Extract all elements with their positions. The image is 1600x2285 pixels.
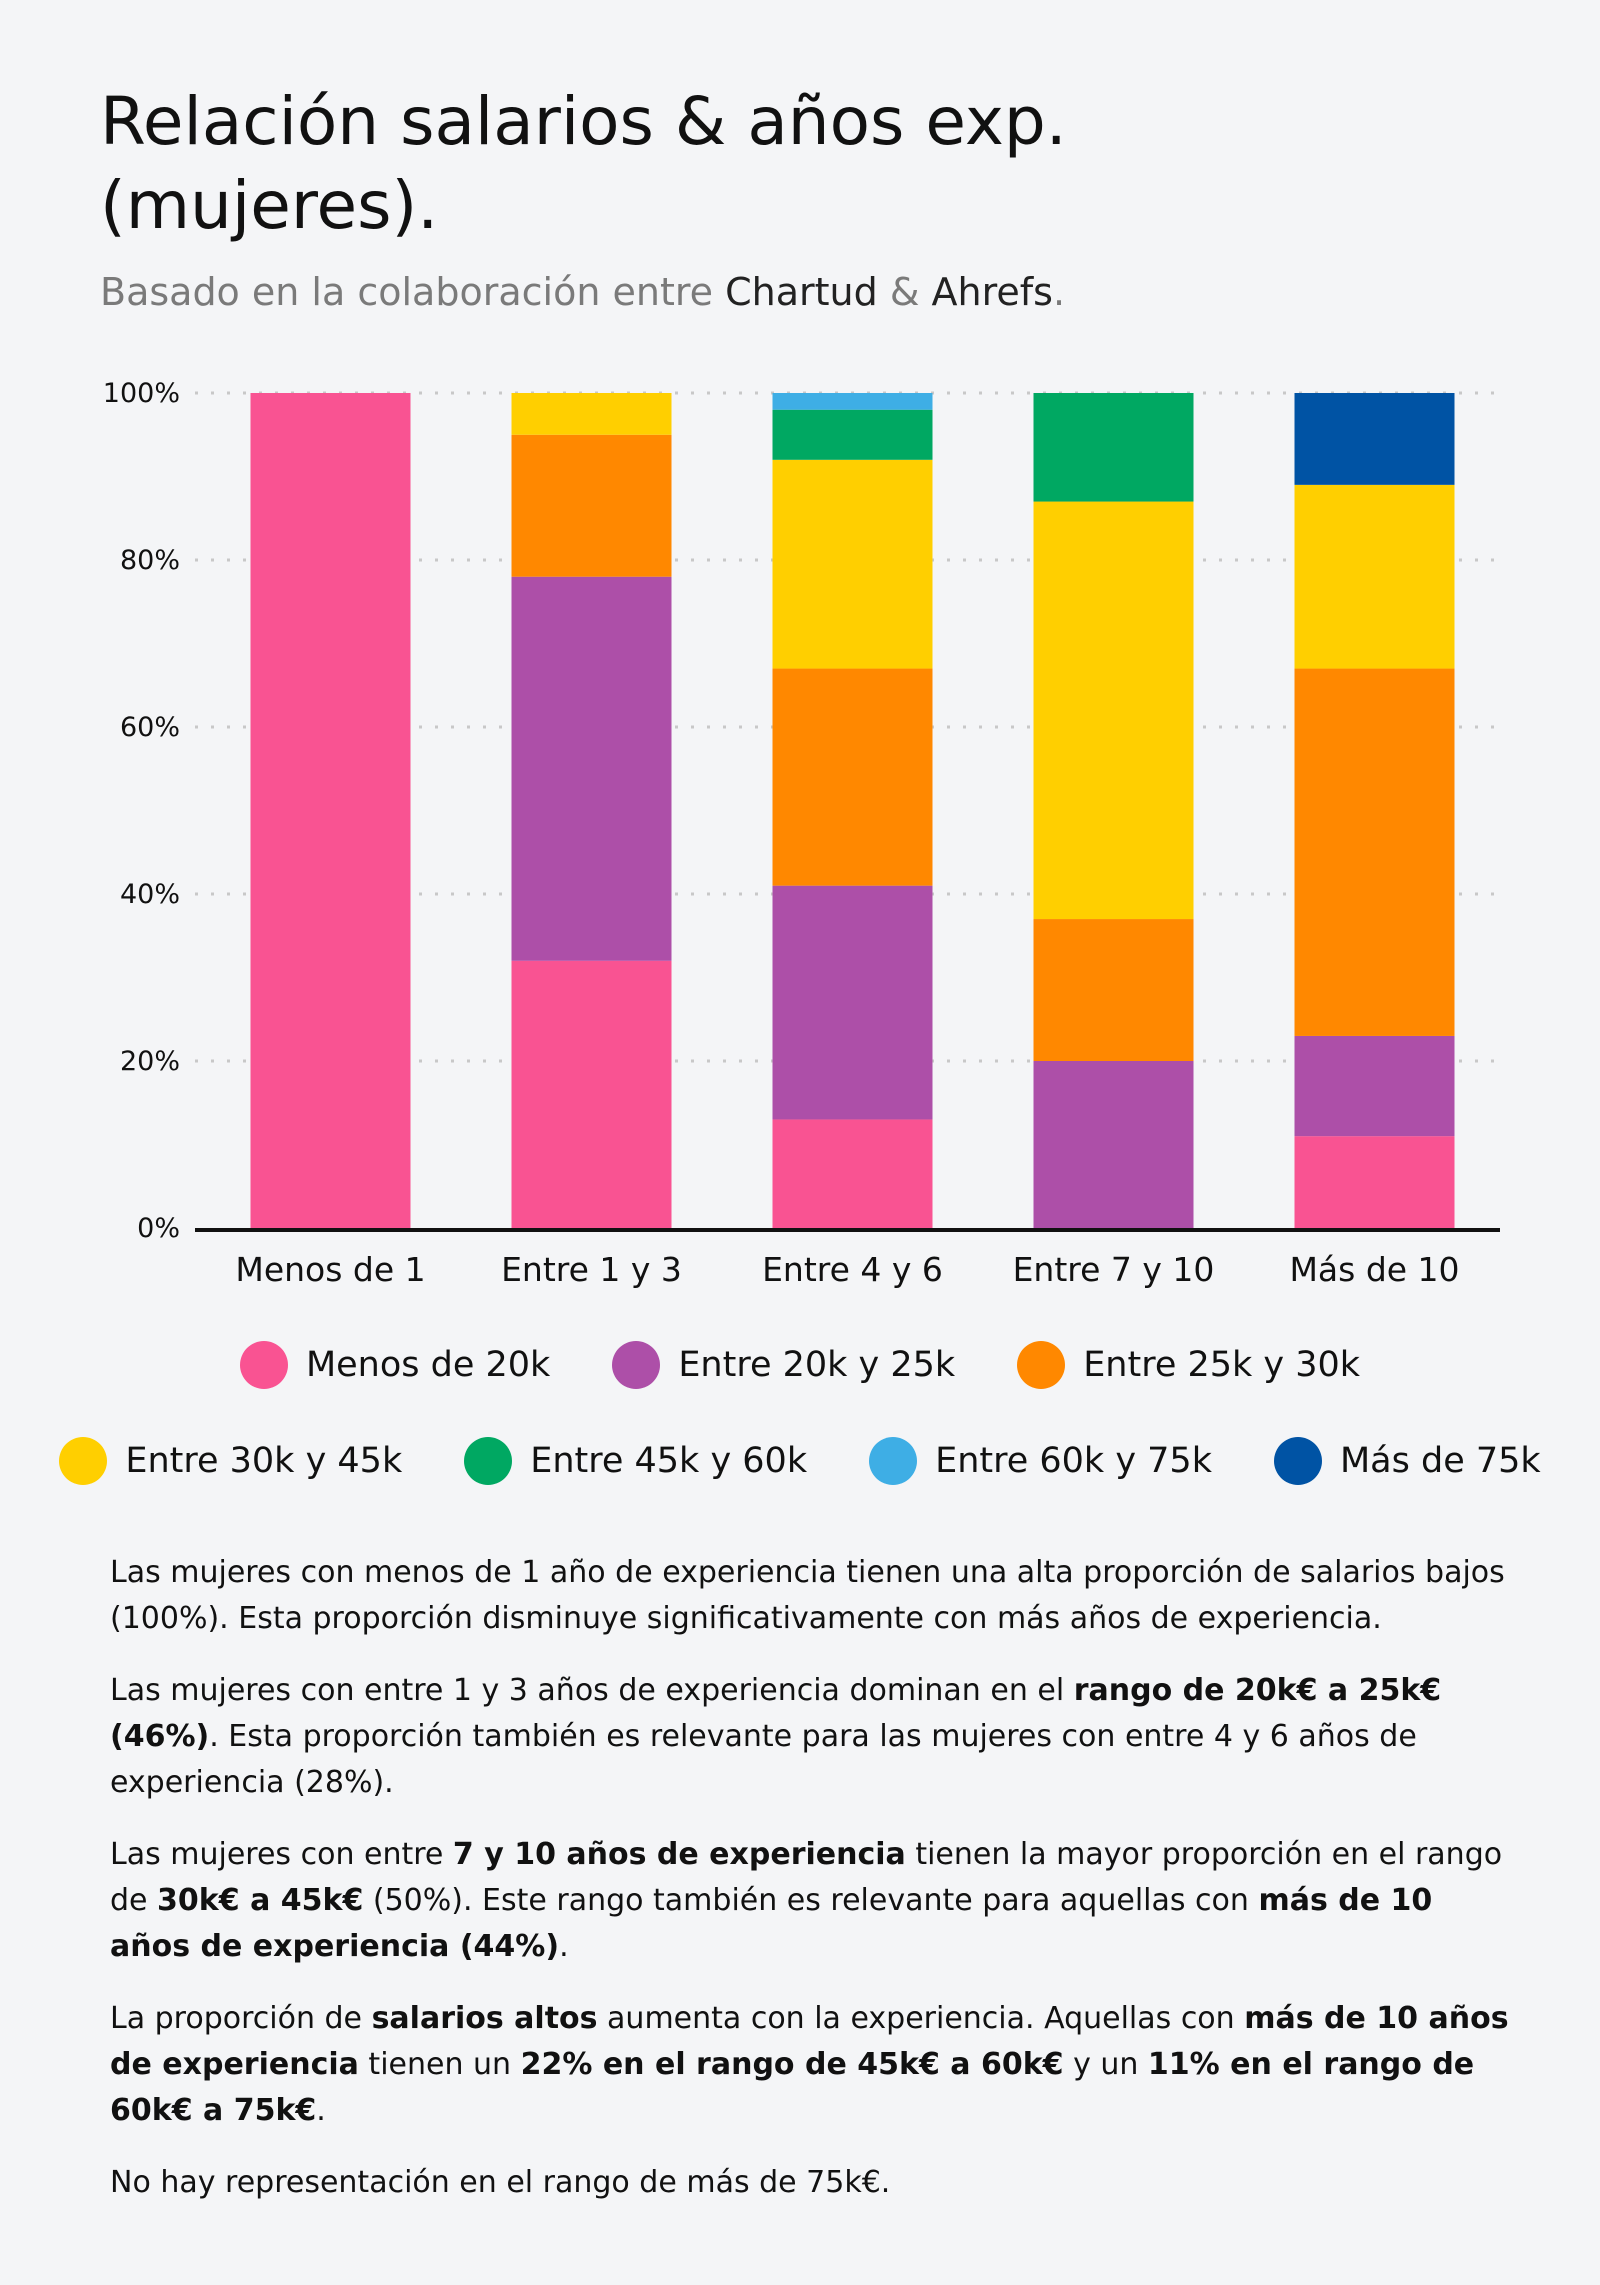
- bar-segment: [511, 434, 672, 577]
- note-text: tienen la mayor proporción en el rango d…: [110, 1837, 1503, 1918]
- note-paragraph: Las mujeres con entre 1 y 3 años de expe…: [110, 1668, 1510, 1806]
- note-text: aumenta con la experiencia. Aquellas con: [597, 2001, 1245, 2036]
- subtitle-period: .: [1052, 270, 1066, 314]
- bar-segment: [1033, 919, 1194, 1061]
- legend-label: Más de 75k: [1339, 1441, 1541, 1481]
- legend-swatch-icon: [59, 1437, 108, 1485]
- x-tick-label: Menos de 1: [235, 1250, 425, 1289]
- bar-segment: [1294, 393, 1455, 485]
- note-highlight: 30k€ a 45k€: [157, 1883, 364, 1918]
- note-highlight: salarios altos: [371, 2001, 598, 2036]
- bar-segment: [772, 1119, 933, 1228]
- brand-chartud: Chartud: [725, 270, 878, 314]
- bar-segment: [511, 393, 672, 435]
- legend-label: Entre 20k y 25k: [678, 1345, 956, 1385]
- note-text: .: [559, 1929, 569, 1964]
- y-tick-label: 80%: [120, 545, 180, 576]
- bar-segment: [511, 576, 672, 961]
- x-tick-label: Entre 7 y 10: [1013, 1250, 1215, 1289]
- note-highlight: más de 10 años de experiencia (44%): [110, 1883, 1433, 1964]
- y-tick-label: 60%: [120, 712, 180, 743]
- note-paragraph: Las mujeres con menos de 1 año de experi…: [110, 1550, 1510, 1642]
- legend-label: Menos de 20k: [305, 1345, 551, 1385]
- bar-segment: [1033, 393, 1194, 502]
- note-text: Las mujeres con menos de 1 año de experi…: [110, 1555, 1505, 1636]
- note-highlight: más de 10 años de experiencia: [110, 2001, 1509, 2082]
- legend-item: Entre 60k y 75k: [869, 1437, 1212, 1485]
- legend-item: Entre 45k y 60k: [464, 1437, 807, 1485]
- x-tick-label: Más de 10: [1289, 1250, 1459, 1289]
- note-text: Las mujeres con entre: [110, 1837, 453, 1872]
- note-text: .: [316, 2093, 326, 2128]
- legend-label: Entre 25k y 30k: [1083, 1345, 1361, 1385]
- bar-segment: [1294, 1136, 1455, 1228]
- note-paragraph: La proporción de salarios altos aumenta …: [110, 1996, 1510, 2134]
- note-highlight: 11% en el rango de 60k€ a 75k€: [110, 2047, 1475, 2128]
- bar-segment: [772, 393, 933, 410]
- bar-segment: [1033, 501, 1194, 920]
- subtitle-text: Basado en la colaboración entre: [100, 270, 726, 314]
- legend-label: Entre 45k y 60k: [530, 1441, 808, 1481]
- note-text: Las mujeres con entre 1 y 3 años de expe…: [110, 1673, 1074, 1708]
- note-text: La proporción de: [110, 2001, 372, 2036]
- note-text: y un: [1063, 2047, 1148, 2082]
- bar-segment: [772, 459, 933, 669]
- x-tick-label: Entre 4 y 6: [762, 1250, 943, 1289]
- x-tick-label: Entre 1 y 3: [501, 1250, 682, 1289]
- legend-label: Entre 60k y 75k: [935, 1441, 1212, 1481]
- note-text: (50%). Este rango también es relevante p…: [363, 1883, 1259, 1918]
- bar-segment: [772, 885, 933, 1120]
- bar-segment: [772, 668, 933, 886]
- brand-ahrefs: Ahrefs: [931, 270, 1053, 314]
- note-highlight: 7 y 10 años de experiencia: [452, 1837, 906, 1872]
- y-tick-label: 0%: [137, 1213, 180, 1244]
- note-text: No hay representación en el rango de más…: [110, 2165, 891, 2200]
- legend-item: Entre 20k y 25k: [612, 1341, 955, 1389]
- y-tick-label: 20%: [120, 1046, 180, 1077]
- legend-swatch-icon: [612, 1341, 661, 1389]
- legend-swatch-icon: [869, 1437, 918, 1485]
- bar-segment: [1033, 1061, 1194, 1228]
- bar-segment: [1294, 484, 1455, 669]
- subtitle-amp: &: [877, 270, 932, 314]
- note-highlight: rango de 20k€ a 25k€ (46%): [110, 1673, 1442, 1754]
- stacked-bar-chart: 0% 20% 40% 60% 80% 100% Menos de 1 Entre 1 y 3 E…: [103, 378, 1500, 1289]
- bar-segment: [1294, 1035, 1455, 1137]
- bar-segment: [511, 960, 672, 1228]
- page-title: Relación salarios & años exp. (mujeres).: [100, 83, 1067, 244]
- y-tick-label: 100%: [103, 378, 180, 409]
- legend-swatch-icon: [239, 1341, 288, 1389]
- legend-row-2: Entre 30k y 45k Entre 45k y 60k Entre 60k …: [0, 1437, 1600, 1485]
- notes: Las mujeres con menos de 1 año de experi…: [110, 1550, 1510, 2232]
- legend-item: Entre 25k y 30k: [1017, 1341, 1360, 1389]
- legend-label: Entre 30k y 45k: [125, 1441, 403, 1481]
- note-text: tienen un: [358, 2047, 521, 2082]
- note-highlight: 22% en el rango de 45k€ a 60k€: [520, 2047, 1064, 2082]
- legend-item: Menos de 20k: [239, 1341, 551, 1389]
- bar-segment: [772, 409, 933, 460]
- subtitle: Basado en la colaboración entre Chartud …: [100, 270, 1065, 314]
- legend-swatch-icon: [464, 1437, 513, 1485]
- legend-swatch-icon: [1273, 1437, 1322, 1485]
- note-paragraph: No hay representación en el rango de más…: [110, 2160, 1510, 2206]
- note-text: . Esta proporción también es relevante p…: [110, 1719, 1417, 1800]
- bar-segment: [250, 393, 411, 1228]
- legend-item: Más de 75k: [1273, 1437, 1541, 1485]
- bar-segment: [1294, 668, 1455, 1036]
- legend-item: Entre 30k y 45k: [59, 1437, 402, 1485]
- legend-row-1: Menos de 20k Entre 20k y 25k Entre 25k y 3…: [0, 1341, 1600, 1389]
- y-tick-label: 40%: [120, 879, 180, 910]
- legend-swatch-icon: [1017, 1341, 1066, 1389]
- note-paragraph: Las mujeres con entre 7 y 10 años de exp…: [110, 1832, 1510, 1970]
